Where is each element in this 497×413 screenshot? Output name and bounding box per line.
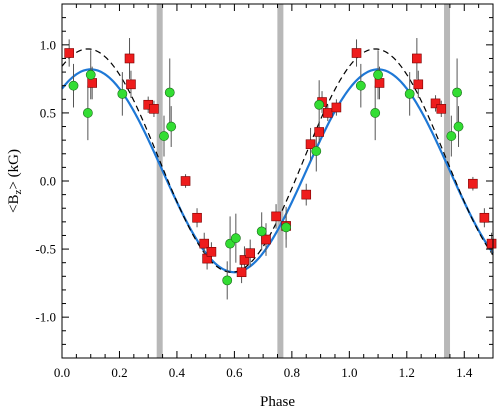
circle-marker <box>166 121 177 132</box>
square-marker <box>430 98 441 109</box>
square-marker <box>374 78 385 88</box>
square-marker <box>236 267 247 278</box>
y-axis-title-prefix: <B <box>6 194 22 212</box>
square-marker <box>192 212 202 223</box>
x-tick-label: 0.4 <box>169 365 186 380</box>
square-marker <box>413 79 424 90</box>
circle-marker <box>314 99 325 110</box>
square-marker <box>245 248 256 258</box>
circle-marker <box>222 275 233 286</box>
y-axis-title: <Bz> (kG) <box>6 149 24 213</box>
x-tick-labels: 0.0 0.2 0.4 0.6 0.8 1.0 1.2 1.4 <box>54 365 473 380</box>
x-tick-label: 1.4 <box>456 365 473 380</box>
circle-marker <box>159 131 169 141</box>
circle-marker <box>256 226 267 237</box>
x-tick-label: 0.6 <box>226 365 243 380</box>
x-tick-label: 1.2 <box>399 365 415 380</box>
circle-marker <box>117 88 128 99</box>
square-marker <box>436 104 447 114</box>
x-tick-label: 0.8 <box>284 365 300 380</box>
square-marker <box>468 178 478 189</box>
square-marker <box>301 189 312 200</box>
circle-marker <box>373 69 383 80</box>
x-tick-label: 0.0 <box>54 365 70 380</box>
square-marker <box>149 104 159 114</box>
circle-marker <box>453 121 464 132</box>
square-marker <box>351 48 362 58</box>
circle-marker <box>82 108 93 118</box>
square-marker <box>124 53 135 64</box>
fit-curves <box>61 48 494 274</box>
x-tick-label: 0.2 <box>111 365 127 380</box>
square-marker <box>271 211 281 222</box>
square-marker <box>486 238 497 249</box>
phase-band <box>444 4 451 358</box>
phase-band <box>156 4 163 358</box>
circle-marker <box>85 69 96 80</box>
square-marker <box>239 255 250 265</box>
y-tick-label: -0.5 <box>35 242 56 257</box>
y-tick-label: 0.0 <box>40 174 56 189</box>
circle-marker <box>452 87 462 98</box>
y-tick-label: 0.5 <box>40 105 56 120</box>
square-marker <box>199 238 210 249</box>
phase-band <box>277 4 284 358</box>
vertical-bands <box>156 4 451 358</box>
data-markers <box>64 48 497 286</box>
circle-marker <box>355 80 366 91</box>
circle-marker <box>446 131 457 141</box>
circle-marker <box>68 80 79 91</box>
square-marker <box>206 247 217 257</box>
square-marker <box>261 234 271 245</box>
y-tick-label: 1.0 <box>40 37 56 52</box>
dashed-fit-curve <box>61 48 494 273</box>
square-marker <box>479 212 490 223</box>
x-axis-title: Phase <box>260 394 295 410</box>
circle-marker <box>404 88 415 99</box>
square-marker <box>180 176 191 186</box>
square-marker <box>305 139 316 150</box>
square-marker <box>322 108 333 118</box>
square-marker <box>87 78 97 88</box>
square-marker <box>331 102 342 113</box>
square-marker <box>126 79 136 90</box>
y-axis-title-suffix: > (kG) <box>6 149 22 190</box>
circle-marker <box>230 233 241 244</box>
y-tick-labels: 1.0 0.5 0.0 -0.5 -1.0 <box>35 37 56 324</box>
circle-marker <box>370 108 381 118</box>
x-tick-label: 1.0 <box>341 365 357 380</box>
axis-ticks <box>61 4 494 358</box>
y-tick-label: -1.0 <box>35 310 56 325</box>
square-marker <box>64 48 74 58</box>
circle-marker <box>311 146 322 156</box>
circle-marker <box>164 87 175 98</box>
circle-marker <box>281 222 292 233</box>
solid-fit-curve <box>61 68 494 274</box>
square-marker <box>314 127 324 137</box>
y-axis-title-subscript: z <box>12 189 24 194</box>
square-marker <box>412 53 422 64</box>
